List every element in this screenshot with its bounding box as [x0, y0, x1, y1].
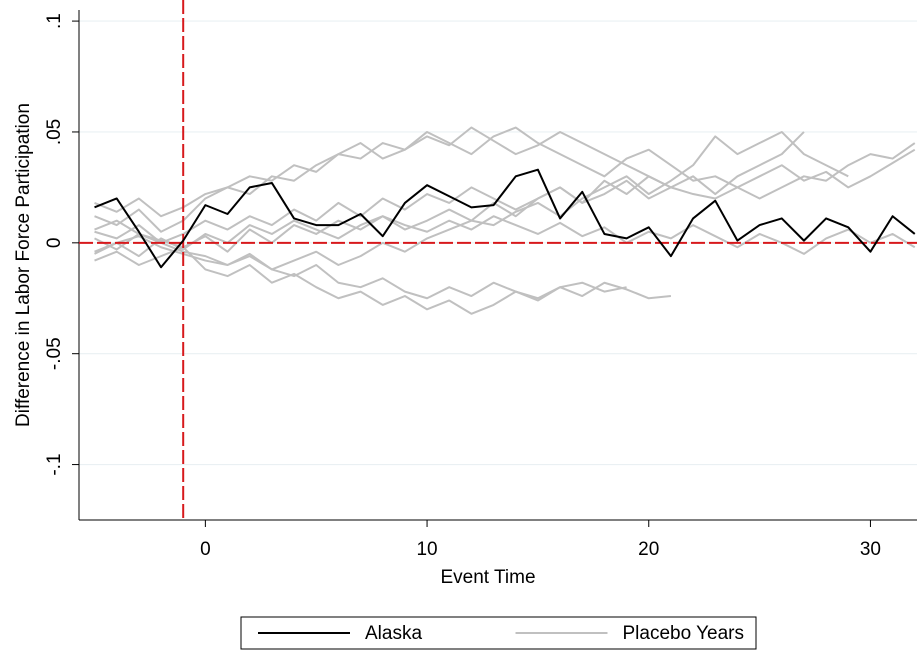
y-tick-label: .05 — [44, 119, 65, 145]
series-line — [94, 130, 849, 271]
y-tick-label: -.1 — [44, 453, 65, 475]
series-line — [94, 148, 916, 258]
y-tick-label: -.05 — [44, 337, 65, 370]
series-line — [94, 131, 805, 244]
series-line — [94, 246, 627, 315]
series-line — [94, 126, 672, 218]
y-tick-label: .1 — [44, 13, 65, 29]
x-tick-label: 30 — [860, 539, 881, 560]
x-tick-label: 10 — [416, 539, 437, 560]
legend-label: Placebo Years — [623, 623, 745, 644]
x-tick-label: 0 — [200, 539, 211, 560]
series-line — [94, 215, 916, 255]
x-tick-label: 20 — [638, 539, 659, 560]
x-axis-title: Event Time — [440, 567, 535, 588]
series-line — [94, 168, 916, 269]
series-line — [94, 235, 672, 302]
y-axis-title: Difference in Labor Force Participation — [13, 103, 34, 427]
y-tick-label: 0 — [44, 238, 65, 249]
legend-label: Alaska — [365, 623, 422, 644]
series-line — [94, 126, 916, 233]
